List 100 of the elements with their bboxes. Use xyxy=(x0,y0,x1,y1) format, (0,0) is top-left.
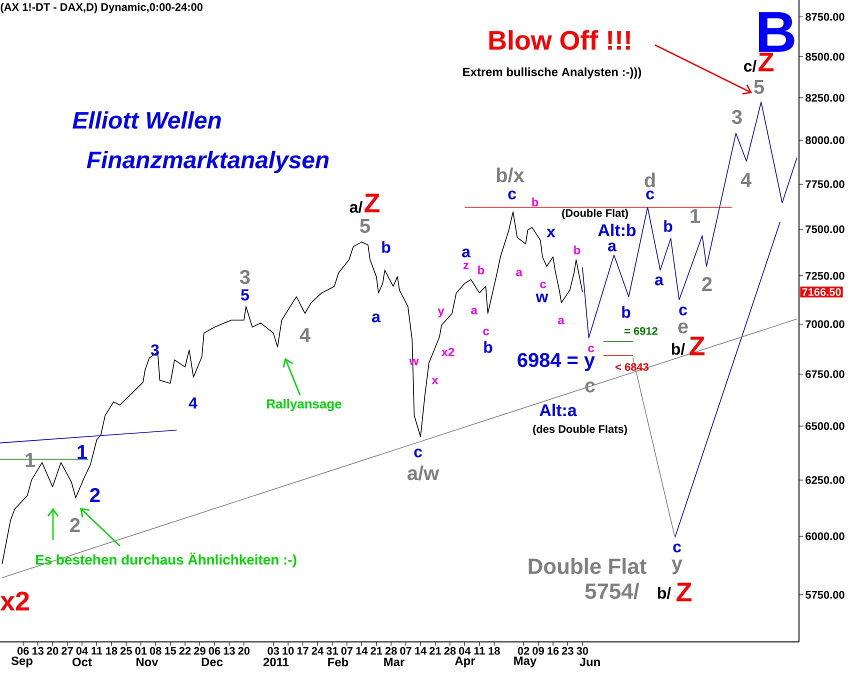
x-tick-label: 14 xyxy=(415,647,427,655)
x-tick-label: 24 xyxy=(312,647,324,655)
x-tick-label: 13 xyxy=(32,647,44,655)
annotation: b xyxy=(574,246,580,254)
annotation: b xyxy=(382,241,390,253)
text: Oct xyxy=(72,658,92,666)
annotation: a xyxy=(372,314,381,322)
annotation: e xyxy=(678,322,688,334)
annotation: 4 xyxy=(188,398,198,408)
y-tick-label: 8750.00 xyxy=(806,13,844,21)
x-tick-label: 28 xyxy=(385,647,397,655)
annotation: 3 xyxy=(150,344,159,356)
annotation: a/w xyxy=(408,466,440,480)
annotation: Double Flat xyxy=(528,558,646,574)
y-tick-label: 6250.00 xyxy=(806,476,844,484)
y-tick-label: 7250.00 xyxy=(806,272,844,280)
annotation: Elliott Wellen xyxy=(72,111,221,129)
annotation: Blow Off !!! xyxy=(489,30,630,50)
annotation: a xyxy=(462,248,471,258)
annotation: 6984 = y xyxy=(518,352,595,372)
text: Nov xyxy=(136,658,158,666)
y-tick-label: 5750.00 xyxy=(806,590,844,599)
annotation: y xyxy=(438,308,444,318)
x-tick-label: 03 xyxy=(268,647,280,655)
text: May xyxy=(514,656,537,668)
annotation: b xyxy=(478,266,484,274)
x-tick-label: 11 xyxy=(474,647,485,655)
text: 2011 xyxy=(263,658,289,666)
y-tick-label: 8500.00 xyxy=(806,52,844,61)
x-tick-label: 07 xyxy=(341,647,353,655)
annotation: a xyxy=(471,308,478,314)
annotation: x xyxy=(546,228,556,238)
annotation: c/ xyxy=(744,60,756,72)
x-tick-label: 30 xyxy=(576,647,588,655)
annotation: c xyxy=(646,190,654,200)
annotation: 2 xyxy=(702,277,712,291)
annotation: = 6912 xyxy=(624,327,658,335)
text: 7166.50 xyxy=(802,288,841,296)
annotation: Extrem bullische Analysten :-))) xyxy=(463,67,642,79)
annotation: Z xyxy=(758,52,774,72)
x-tick-label: 18 xyxy=(488,647,500,655)
annotation: b xyxy=(622,306,630,318)
x-tick-label: 21 xyxy=(370,647,382,655)
x-tick-label: 13 xyxy=(224,647,235,655)
y-tick-label: 6000.00 xyxy=(806,532,844,540)
annotation: b/ xyxy=(658,587,671,599)
x-tick-label: 15 xyxy=(164,647,176,655)
x-tick-label: 20 xyxy=(46,647,58,655)
x-tick-label: 10 xyxy=(282,647,294,655)
annotation: 4 xyxy=(300,328,310,342)
annotation: 1 xyxy=(78,445,87,459)
annotation: 5754/ xyxy=(585,582,640,600)
x-tick-label: 23 xyxy=(562,647,574,655)
x-tick-label: 04 xyxy=(76,647,88,655)
annotation: Alt:a xyxy=(540,404,577,416)
x-tick-label: 02 xyxy=(518,647,530,655)
annotation: Es bestehen durchaus Ähnlichkeiten :-) xyxy=(36,552,296,568)
x-tick-label: 04 xyxy=(459,647,471,655)
x-tick-label: 22 xyxy=(179,647,191,655)
x-tick-label: 16 xyxy=(548,647,559,655)
annotation: Alt:b xyxy=(598,224,636,236)
text: Mar xyxy=(384,658,404,666)
annotation: 4 xyxy=(740,173,752,187)
x-tick-label: 09 xyxy=(532,647,544,655)
x-tick-label: 06 xyxy=(17,647,29,655)
annotation: (Double Flat) xyxy=(562,208,628,220)
x-tick-label: 01 xyxy=(135,647,147,655)
x-tick-label: 17 xyxy=(297,647,308,655)
annotation: a xyxy=(516,270,522,276)
y-tick-label: 6750.00 xyxy=(806,370,844,378)
annotation: 2 xyxy=(70,518,80,532)
annotation: b xyxy=(484,341,492,353)
annotation: Rallyansage xyxy=(267,398,342,412)
annotation: 5 xyxy=(360,219,370,233)
y-tick-label: 7750.00 xyxy=(806,180,844,188)
y-tick-label: 8000.00 xyxy=(806,136,844,144)
y-tick-label: 8250.00 xyxy=(806,94,844,102)
x-tick-label: 18 xyxy=(106,647,118,655)
annotation: y xyxy=(672,560,682,574)
annotation: c xyxy=(679,306,687,316)
x-tick-label: 27 xyxy=(62,647,73,655)
annotation: a xyxy=(558,318,564,324)
annotation: b/ xyxy=(672,343,685,355)
annotation: x2 xyxy=(0,592,29,610)
x-tick-label: 31 xyxy=(326,647,338,655)
y-tick-label: 6500.00 xyxy=(806,422,844,430)
text: Sep xyxy=(11,656,32,668)
annotation: a xyxy=(608,242,617,252)
annotation: z xyxy=(464,262,469,270)
x-tick-label: 29 xyxy=(194,647,206,655)
annotation: c xyxy=(673,544,681,552)
text: Feb xyxy=(328,658,348,666)
annotation: b/x xyxy=(496,168,524,182)
annotation: B xyxy=(759,12,794,52)
annotation: 5 xyxy=(241,289,249,301)
text: Dec xyxy=(202,658,223,666)
annotation: 1 xyxy=(690,209,700,223)
annotation: a/ xyxy=(350,201,362,213)
annotation: a xyxy=(655,276,664,286)
x-tick-label: 08 xyxy=(150,647,162,655)
